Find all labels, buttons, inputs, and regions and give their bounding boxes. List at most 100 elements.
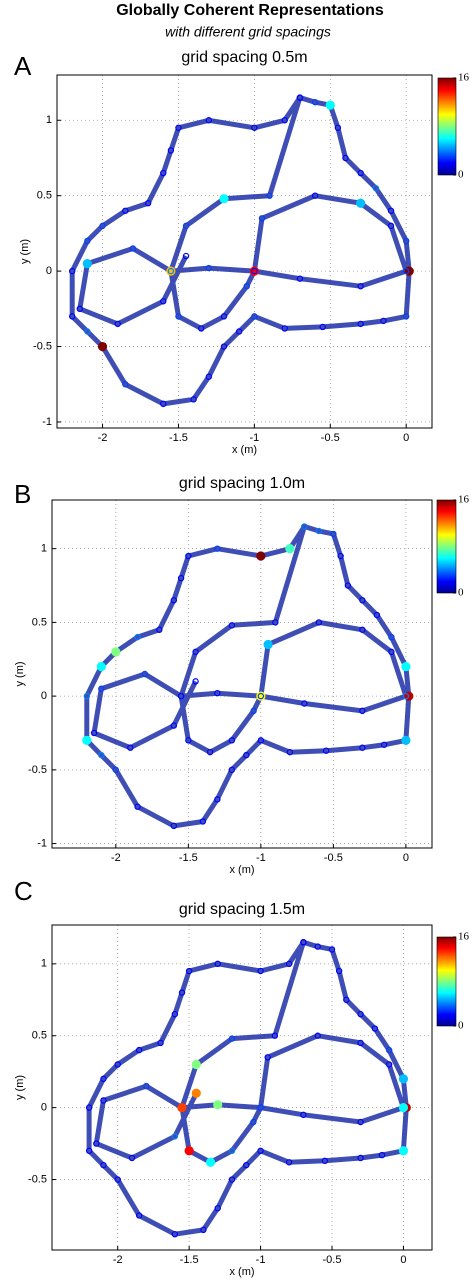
x-axis-label: x (m) bbox=[229, 864, 254, 876]
point bbox=[228, 766, 236, 774]
point bbox=[220, 313, 228, 320]
y-tick-label: 1 bbox=[46, 114, 52, 126]
point bbox=[322, 747, 330, 754]
point bbox=[258, 215, 266, 222]
point bbox=[398, 1074, 409, 1084]
point bbox=[296, 94, 304, 101]
point bbox=[243, 282, 250, 290]
point bbox=[191, 1059, 201, 1070]
point bbox=[311, 98, 319, 106]
point bbox=[114, 1061, 121, 1068]
point bbox=[200, 1226, 207, 1234]
x-axis-label: x (m) bbox=[229, 1266, 254, 1278]
plot-frame bbox=[51, 499, 433, 849]
point bbox=[112, 766, 120, 774]
point bbox=[220, 343, 228, 350]
point bbox=[343, 996, 350, 1003]
point bbox=[263, 639, 273, 650]
point bbox=[315, 527, 323, 535]
point bbox=[281, 117, 288, 124]
point bbox=[380, 317, 387, 325]
point bbox=[356, 198, 366, 208]
point bbox=[177, 1103, 187, 1113]
point bbox=[205, 264, 213, 272]
point bbox=[191, 1088, 201, 1098]
colorbar-tick-label: 16 bbox=[458, 931, 470, 943]
point bbox=[82, 258, 92, 269]
point bbox=[373, 611, 381, 619]
y-tick-label: 1 bbox=[41, 958, 47, 970]
point bbox=[387, 222, 395, 230]
point bbox=[167, 147, 175, 154]
point bbox=[402, 237, 410, 245]
point bbox=[330, 530, 337, 538]
point bbox=[402, 692, 410, 700]
x-tick-label: 0 bbox=[400, 1254, 406, 1266]
point bbox=[219, 194, 229, 204]
y-tick-label: 1 bbox=[41, 543, 47, 555]
point bbox=[257, 1147, 264, 1154]
point bbox=[344, 582, 352, 589]
point bbox=[156, 626, 163, 633]
point bbox=[199, 818, 207, 825]
point bbox=[160, 169, 167, 177]
point bbox=[228, 1176, 236, 1183]
point bbox=[401, 662, 411, 672]
x-tick-label: -1.5 bbox=[180, 1254, 199, 1266]
x-tick-label: -1 bbox=[256, 852, 266, 864]
point bbox=[182, 252, 190, 260]
point bbox=[98, 751, 105, 759]
point bbox=[185, 967, 193, 975]
point bbox=[401, 735, 411, 745]
point bbox=[170, 722, 178, 729]
point bbox=[68, 313, 76, 320]
point bbox=[122, 381, 129, 388]
point bbox=[402, 313, 410, 320]
point bbox=[266, 192, 273, 199]
point bbox=[85, 1147, 93, 1154]
point bbox=[160, 298, 167, 305]
point bbox=[301, 700, 308, 707]
point bbox=[372, 184, 380, 192]
colorbar-tick-label: 16 bbox=[458, 494, 470, 506]
point bbox=[167, 267, 175, 275]
plot-frame bbox=[56, 74, 433, 429]
point bbox=[388, 648, 395, 656]
panel-label: C bbox=[14, 876, 33, 906]
y-tick-label: -0.5 bbox=[33, 340, 52, 352]
point bbox=[385, 1061, 393, 1068]
x-tick-label: -2 bbox=[98, 432, 108, 444]
point bbox=[296, 275, 304, 282]
point bbox=[300, 939, 307, 946]
point bbox=[114, 320, 121, 328]
y-axis-label: y (m) bbox=[14, 1075, 26, 1100]
colorbar bbox=[437, 77, 457, 176]
point bbox=[357, 320, 364, 328]
point bbox=[281, 325, 288, 332]
y-tick-label: 0 bbox=[41, 1102, 47, 1114]
point bbox=[257, 967, 264, 975]
panel-title: grid spacing 1.0m bbox=[179, 475, 305, 492]
x-tick-label: -0.5 bbox=[324, 852, 343, 864]
point bbox=[388, 633, 395, 641]
point bbox=[143, 1082, 150, 1090]
x-tick-label: 0 bbox=[403, 852, 409, 864]
point bbox=[257, 1104, 264, 1111]
point bbox=[134, 633, 141, 641]
panel-label: A bbox=[14, 51, 32, 81]
point bbox=[182, 222, 190, 230]
point bbox=[311, 192, 319, 199]
point bbox=[128, 1154, 136, 1162]
point bbox=[257, 737, 265, 744]
colorbar bbox=[436, 499, 457, 594]
x-tick-label: -0.5 bbox=[323, 1254, 342, 1266]
point bbox=[359, 626, 366, 633]
panel-title: grid spacing 1.5m bbox=[179, 901, 305, 918]
point bbox=[257, 692, 265, 700]
point bbox=[357, 1010, 364, 1018]
point bbox=[359, 707, 366, 715]
point bbox=[114, 1176, 121, 1183]
colorbar-tick-label: 16 bbox=[458, 72, 470, 84]
colorbar bbox=[436, 936, 457, 1027]
